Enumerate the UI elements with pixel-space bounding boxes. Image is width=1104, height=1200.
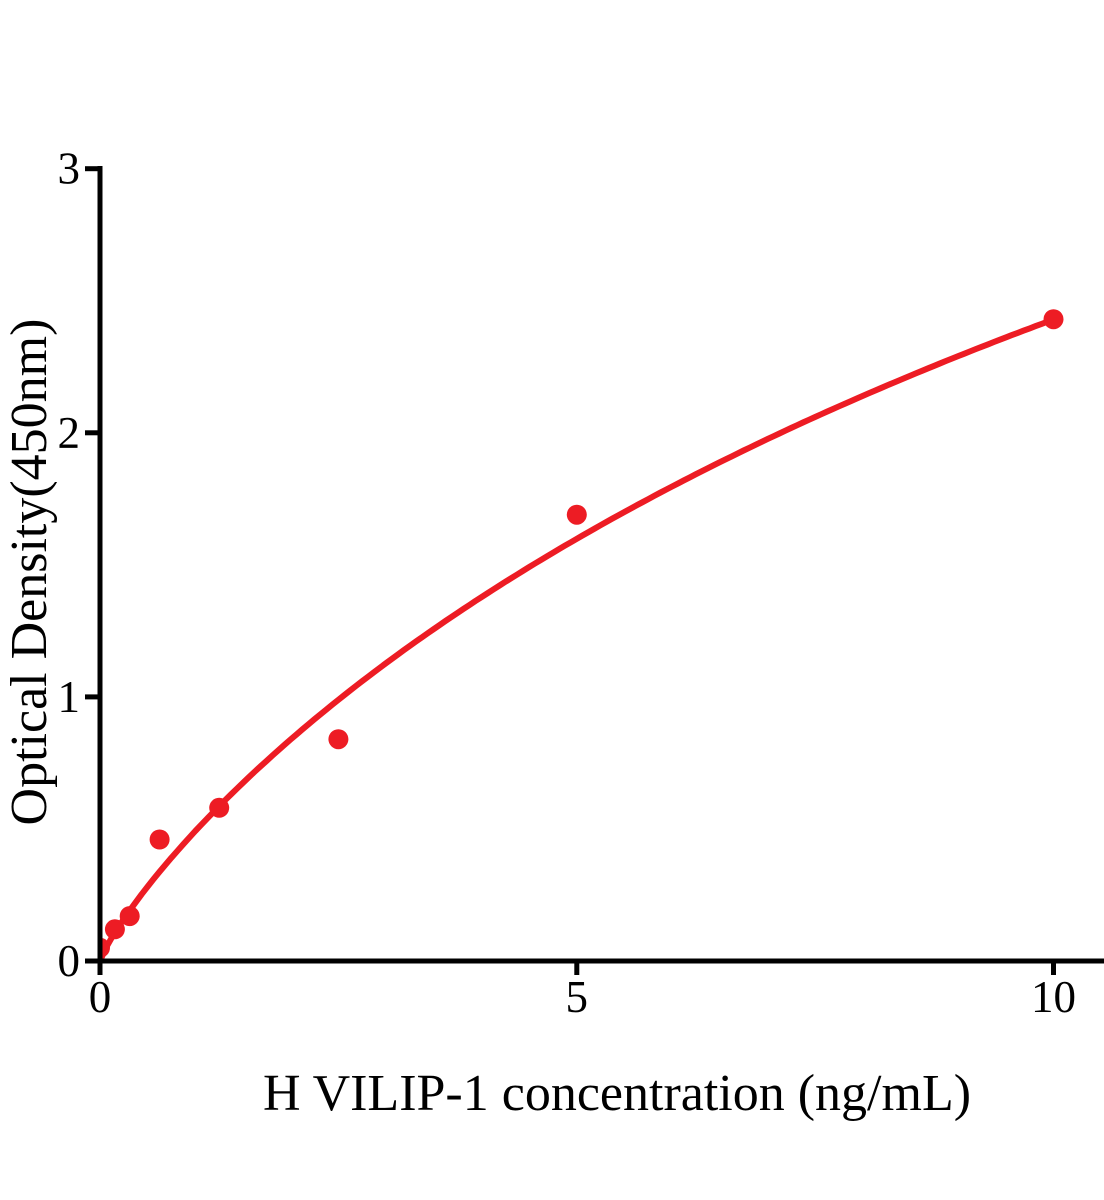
data-point <box>119 906 140 927</box>
y-tick-label: 2 <box>58 408 81 458</box>
x-tick-label: 0 <box>89 972 112 1022</box>
data-point <box>1043 309 1064 330</box>
axes-layer: 0 1 2 3 0 5 10 <box>58 144 1104 1022</box>
fit-curve <box>100 316 1057 961</box>
y-tick-label: 3 <box>58 144 81 194</box>
plot-data-layer <box>100 309 1064 961</box>
y-tick-label: 0 <box>58 936 81 986</box>
y-axis-title: Optical Density(450nm) <box>1 319 58 826</box>
data-point <box>149 829 170 850</box>
x-axis-title: H VILIP-1 concentration (ng/mL) <box>263 1065 971 1122</box>
x-tick-label: 5 <box>566 972 589 1022</box>
data-point <box>566 504 587 525</box>
y-tick-label: 1 <box>58 672 81 722</box>
data-point <box>328 729 349 750</box>
x-tick-label: 10 <box>1031 972 1076 1022</box>
data-point <box>104 919 125 940</box>
data-point <box>209 797 230 818</box>
